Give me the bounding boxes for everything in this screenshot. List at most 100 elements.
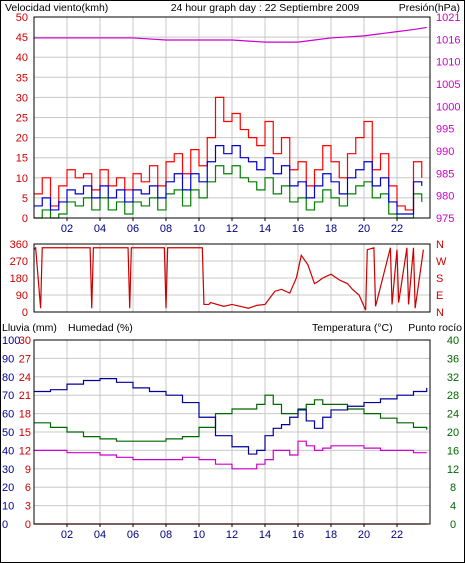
pressure-ytick-label: 985 — [436, 168, 454, 180]
pressure-ytick-label: 1021 — [436, 12, 460, 24]
wind-ytick-label: 50 — [16, 12, 28, 24]
humidity-axis-title: Humedad (%) — [68, 322, 133, 334]
temp-xtick-label: 06 — [127, 529, 139, 541]
temp-xtick-label: 04 — [94, 529, 106, 541]
dewpoint-axis-title: Punto rocío — [408, 322, 462, 334]
compass-label: W — [436, 256, 447, 268]
series-avg-line — [34, 145, 423, 215]
dir-ytick-label: 180 — [10, 273, 28, 285]
wind-ytick-label: 35 — [16, 72, 28, 84]
series-low-line — [34, 165, 423, 219]
temp-ytick-label: 40 — [447, 335, 459, 347]
humidity-ytick-label: 60 — [2, 409, 14, 421]
humidity-ytick-label: 40 — [2, 445, 14, 457]
rain-axis-title: Lluvia (mm) — [2, 322, 57, 334]
temp-xtick-label: 14 — [259, 529, 271, 541]
dir-ytick-label: 0 — [22, 307, 28, 319]
wind-ytick-label: 45 — [16, 32, 28, 44]
dir-ytick-label: 360 — [10, 239, 28, 251]
dir-ytick-label: 270 — [10, 256, 28, 268]
wind-ytick-label: 15 — [16, 153, 28, 165]
temperature-axis-title: Temperatura (°C) — [312, 322, 393, 334]
wind-ytick-label: 10 — [16, 173, 28, 185]
wind-xtick-label: 16 — [292, 223, 304, 235]
temp-xtick-label: 12 — [226, 529, 238, 541]
wind-ytick-label: 5 — [22, 193, 28, 205]
humidity-ytick-label: 30 — [2, 464, 14, 476]
temp-xtick-label: 10 — [193, 529, 205, 541]
wind-xtick-label: 04 — [94, 223, 106, 235]
pressure-ytick-label: 995 — [436, 124, 454, 136]
temp-xtick-label: 18 — [325, 529, 337, 541]
rain-ytick-label: 0 — [25, 519, 31, 531]
series-pressure-line — [34, 26, 427, 43]
temp-ytick-label: 32 — [447, 372, 459, 384]
temp-ytick-label: 8 — [450, 482, 456, 494]
series-direction-line — [33, 246, 424, 311]
temp-ytick-label: 28 — [447, 390, 459, 402]
humidity-ytick-label: 80 — [2, 372, 14, 384]
temp-ytick-label: 4 — [450, 501, 456, 513]
temp-ytick-label: 0 — [450, 519, 456, 531]
wind-ytick-label: 0 — [22, 213, 28, 225]
wind-ytick-label: 25 — [16, 113, 28, 125]
rain-ytick-label: 27 — [19, 353, 31, 365]
series-gust-line — [34, 96, 423, 211]
wind-xtick-label: 18 — [325, 223, 337, 235]
wind-xtick-label: 22 — [391, 223, 403, 235]
rain-ytick-label: 12 — [19, 445, 31, 457]
rain-ytick-label: 24 — [19, 372, 31, 384]
temp-ytick-label: 36 — [447, 353, 459, 365]
compass-label: S — [436, 273, 443, 285]
compass-label: N — [436, 239, 444, 251]
pressure-ytick-label: 1016 — [436, 34, 460, 46]
wind-xtick-label: 06 — [127, 223, 139, 235]
humidity-ytick-label: 10 — [2, 501, 14, 513]
rain-ytick-label: 18 — [19, 409, 31, 421]
temp-xtick-label: 08 — [160, 529, 172, 541]
pressure-ytick-label: 980 — [436, 191, 454, 203]
temp-xtick-label: 02 — [61, 529, 73, 541]
series-dewpoint-line — [34, 440, 427, 470]
wind-xtick-label: 12 — [226, 223, 238, 235]
pressure-ytick-label: 1000 — [436, 101, 460, 113]
wind-ytick-label: 40 — [16, 52, 28, 64]
humidity-ytick-label: 50 — [2, 427, 14, 439]
series-temperature-line — [34, 394, 428, 442]
wind-pressure-panel: 0 5 10 15 20 25 30 35 40 45 50 975 980 985 990 995 1000 1… — [16, 12, 461, 235]
humidity-ytick-label: 90 — [2, 353, 14, 365]
pressure-ytick-label: 990 — [436, 146, 454, 158]
temp-xtick-label: 16 — [292, 529, 304, 541]
temp-ytick-label: 20 — [447, 427, 459, 439]
temp-xtick-label: 20 — [358, 529, 370, 541]
humidity-ytick-label: 70 — [2, 390, 14, 402]
rain-ytick-label: 9 — [25, 464, 31, 476]
wind-ytick-label: 30 — [16, 92, 28, 104]
pressure-axis-title: Presión(hPa) — [399, 2, 460, 14]
temp-ytick-label: 24 — [447, 409, 459, 421]
dir-plot-border — [33, 243, 431, 313]
temp-xtick-label: 22 — [391, 529, 403, 541]
dir-ytick-label: 90 — [16, 290, 28, 302]
temp-ytick-label: 12 — [447, 464, 459, 476]
rain-ytick-label: 3 — [25, 501, 31, 513]
wind-xtick-label: 08 — [160, 223, 172, 235]
compass-label: E — [436, 290, 443, 302]
temp-humidity-panel: 0102030405060708090100036912151821242730… — [2, 335, 459, 541]
rain-ytick-label: 6 — [25, 482, 31, 494]
humidity-ytick-label: 0 — [2, 519, 8, 531]
chart-title: 24 hour graph day : 22 Septiembre 2009 — [171, 2, 360, 14]
compass-label: N — [436, 307, 444, 319]
rain-ytick-label: 15 — [19, 427, 31, 439]
rain-ytick-label: 30 — [19, 335, 31, 347]
wind-xtick-label: 14 — [259, 223, 271, 235]
rain-ytick-label: 21 — [19, 390, 31, 402]
pressure-ytick-label: 975 — [436, 213, 454, 225]
temp-ytick-label: 16 — [447, 445, 459, 457]
wind-ytick-label: 20 — [16, 133, 28, 145]
wind-xtick-label: 20 — [358, 223, 370, 235]
pressure-ytick-label: 1010 — [436, 57, 460, 69]
wind-xtick-label: 10 — [193, 223, 205, 235]
